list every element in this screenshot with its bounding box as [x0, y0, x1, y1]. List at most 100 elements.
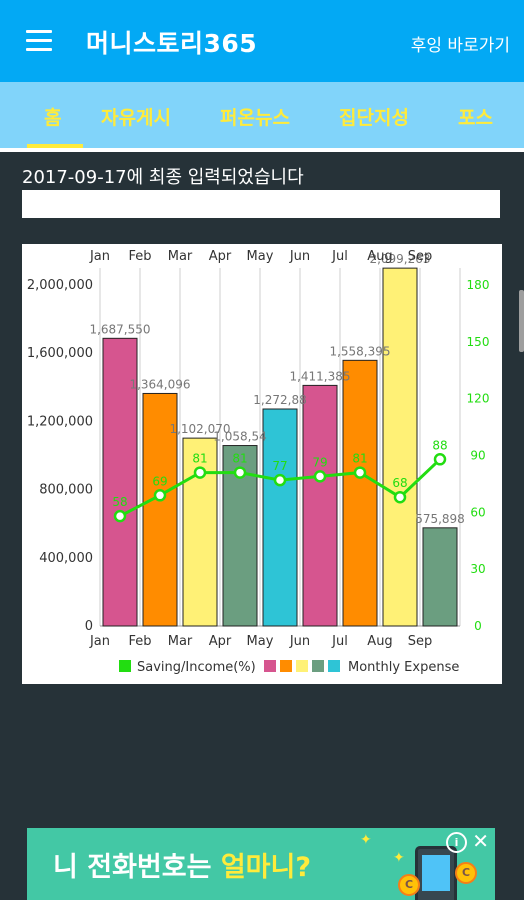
- active-tab-indicator: [27, 144, 83, 148]
- x-tick-label-top: Sep: [408, 249, 433, 264]
- expense-bar: [102, 337, 138, 627]
- tab-shared-news[interactable]: 퍼온뉴스: [220, 107, 290, 129]
- x-tick-label-top: Jan: [89, 249, 110, 264]
- legend-swatch-bar: [328, 660, 340, 672]
- saving-ratio-label: 81: [232, 452, 247, 466]
- y-tick-label-left: 2,000,000: [27, 278, 93, 293]
- saving-ratio-label: 81: [192, 452, 207, 466]
- tab-post[interactable]: 포스: [458, 107, 493, 129]
- tab-collective-intelligence[interactable]: 집단지성: [339, 107, 409, 129]
- y-tick-label-right: 0: [474, 619, 482, 633]
- app-title: 머니스토리365: [86, 29, 258, 58]
- y-tick-label-left: 1,600,000: [27, 346, 93, 361]
- expense-bar: [302, 384, 338, 627]
- expense-bar: [342, 359, 378, 627]
- x-tick-label-top: May: [247, 249, 274, 264]
- notice-box: [22, 190, 500, 218]
- sparkle-icon: ✦: [360, 832, 372, 848]
- saving-ratio-label: 69: [152, 474, 167, 488]
- saving-ratio-label: 77: [272, 459, 287, 473]
- scrollbar[interactable]: [519, 290, 524, 352]
- saving-ratio-label: 88: [432, 438, 447, 452]
- legend-label-bar: Monthly Expense: [348, 660, 459, 675]
- saving-ratio-label: 58: [112, 495, 127, 509]
- sparkle-icon: ✦: [393, 850, 405, 866]
- saving-ratio-point: [313, 470, 327, 483]
- saving-ratio-label: 68: [392, 476, 407, 490]
- saving-ratio-point: [433, 453, 447, 466]
- x-tick-label-top: Aug: [367, 249, 392, 264]
- bar-value-label: 1,272,88: [253, 393, 306, 407]
- bar-value-label: 1,102,070: [169, 422, 230, 436]
- bar-value-label: 1,687,550: [89, 322, 150, 336]
- saving-ratio-point: [393, 490, 407, 504]
- legend-swatch-line: [119, 660, 131, 672]
- expense-chart-panel: 1,687,550 1,364,096 1,102,070 1,058,54 1,272…: [22, 244, 502, 684]
- coin-icon: C: [398, 874, 420, 896]
- app-bar: 머니스토리365 후잉 바로가기: [0, 0, 524, 82]
- x-tick-label-bottom: Jun: [289, 634, 310, 649]
- hamburger-menu-icon[interactable]: [26, 30, 52, 52]
- bar-value-label: 575,898: [415, 512, 465, 526]
- divider: [0, 148, 524, 152]
- x-tick-label-bottom: Apr: [209, 634, 232, 649]
- bar-value-label: 1,364,096: [129, 377, 190, 391]
- expense-bar: [142, 392, 178, 627]
- x-tick-label-top: Apr: [209, 249, 232, 264]
- ad-text[interactable]: 니 전화번호는 얼마니?: [53, 845, 311, 884]
- x-tick-label-top: Feb: [128, 249, 151, 264]
- expense-bar: [382, 267, 418, 627]
- y-tick-label-left: 0: [85, 619, 93, 634]
- x-tick-label-bottom: Aug: [367, 634, 392, 649]
- coin-icon: C: [455, 862, 477, 884]
- legend-swatch-bar: [280, 660, 292, 672]
- x-tick-label-top: Jun: [289, 249, 310, 264]
- bar-value-label: 2,099,263: [369, 252, 430, 266]
- x-tick-label-bottom: Sep: [408, 634, 433, 649]
- last-update-text: 2017-09-17에 최종 입력되었습니다: [22, 167, 304, 188]
- x-tick-label-top: Jul: [331, 249, 348, 264]
- x-tick-label-bottom: Jul: [331, 634, 348, 649]
- x-tick-label-top: Mar: [168, 249, 193, 264]
- expense-bar: [182, 437, 218, 627]
- saving-ratio-label: 81: [352, 452, 367, 466]
- saving-ratio-point: [273, 473, 287, 487]
- saving-ratio-point: [353, 466, 367, 479]
- bar-value-label: 1,411,385: [289, 369, 350, 383]
- y-tick-label-left: 1,200,000: [27, 414, 93, 429]
- y-tick-label-right: 90: [470, 449, 485, 463]
- saving-ratio-point: [113, 509, 127, 523]
- saving-ratio-point: [153, 489, 167, 502]
- y-tick-label-right: 30: [470, 562, 485, 576]
- legend-swatch-bar: [312, 660, 324, 672]
- expense-bar: [262, 408, 298, 627]
- sponsor-link[interactable]: 후잉 바로가기: [410, 36, 510, 56]
- ad-text-main: 니 전화번호는: [53, 852, 221, 883]
- saving-ratio-point: [193, 466, 207, 479]
- ad-close-icon[interactable]: ✕: [472, 829, 489, 853]
- tab-home[interactable]: 홈: [44, 107, 62, 129]
- ad-info-icon[interactable]: i: [446, 832, 467, 853]
- y-tick-label-right: 60: [470, 505, 485, 519]
- y-tick-label-left: 400,000: [39, 551, 93, 566]
- ad-text-highlight: 얼마니?: [220, 852, 312, 883]
- x-tick-label-bottom: Mar: [168, 634, 193, 649]
- bar-value-label: 1,558,395: [329, 344, 390, 358]
- phone-icon: [415, 846, 457, 900]
- ad-banner[interactable]: 니 전화번호는 얼마니? ✦ ✦ C C i ✕: [27, 828, 495, 900]
- bar-value-label: 1,058,54: [213, 430, 266, 444]
- legend-swatch-bar: [296, 660, 308, 672]
- tab-bar: 홈 자유게시 퍼온뉴스 집단지성 포스: [0, 82, 524, 148]
- legend-label-line: Saving/Income(%): [137, 660, 256, 675]
- y-tick-label-right: 180: [467, 278, 490, 292]
- x-tick-label-bottom: Jan: [89, 634, 110, 649]
- tab-free-board[interactable]: 자유게시: [101, 107, 171, 129]
- expense-bar: [422, 527, 458, 627]
- y-tick-label-right: 120: [467, 392, 490, 406]
- x-tick-label-bottom: May: [247, 634, 274, 649]
- y-tick-label-left: 800,000: [39, 483, 93, 498]
- saving-ratio-point: [233, 466, 247, 479]
- saving-ratio-label: 79: [312, 455, 327, 469]
- y-tick-label-right: 150: [467, 335, 490, 349]
